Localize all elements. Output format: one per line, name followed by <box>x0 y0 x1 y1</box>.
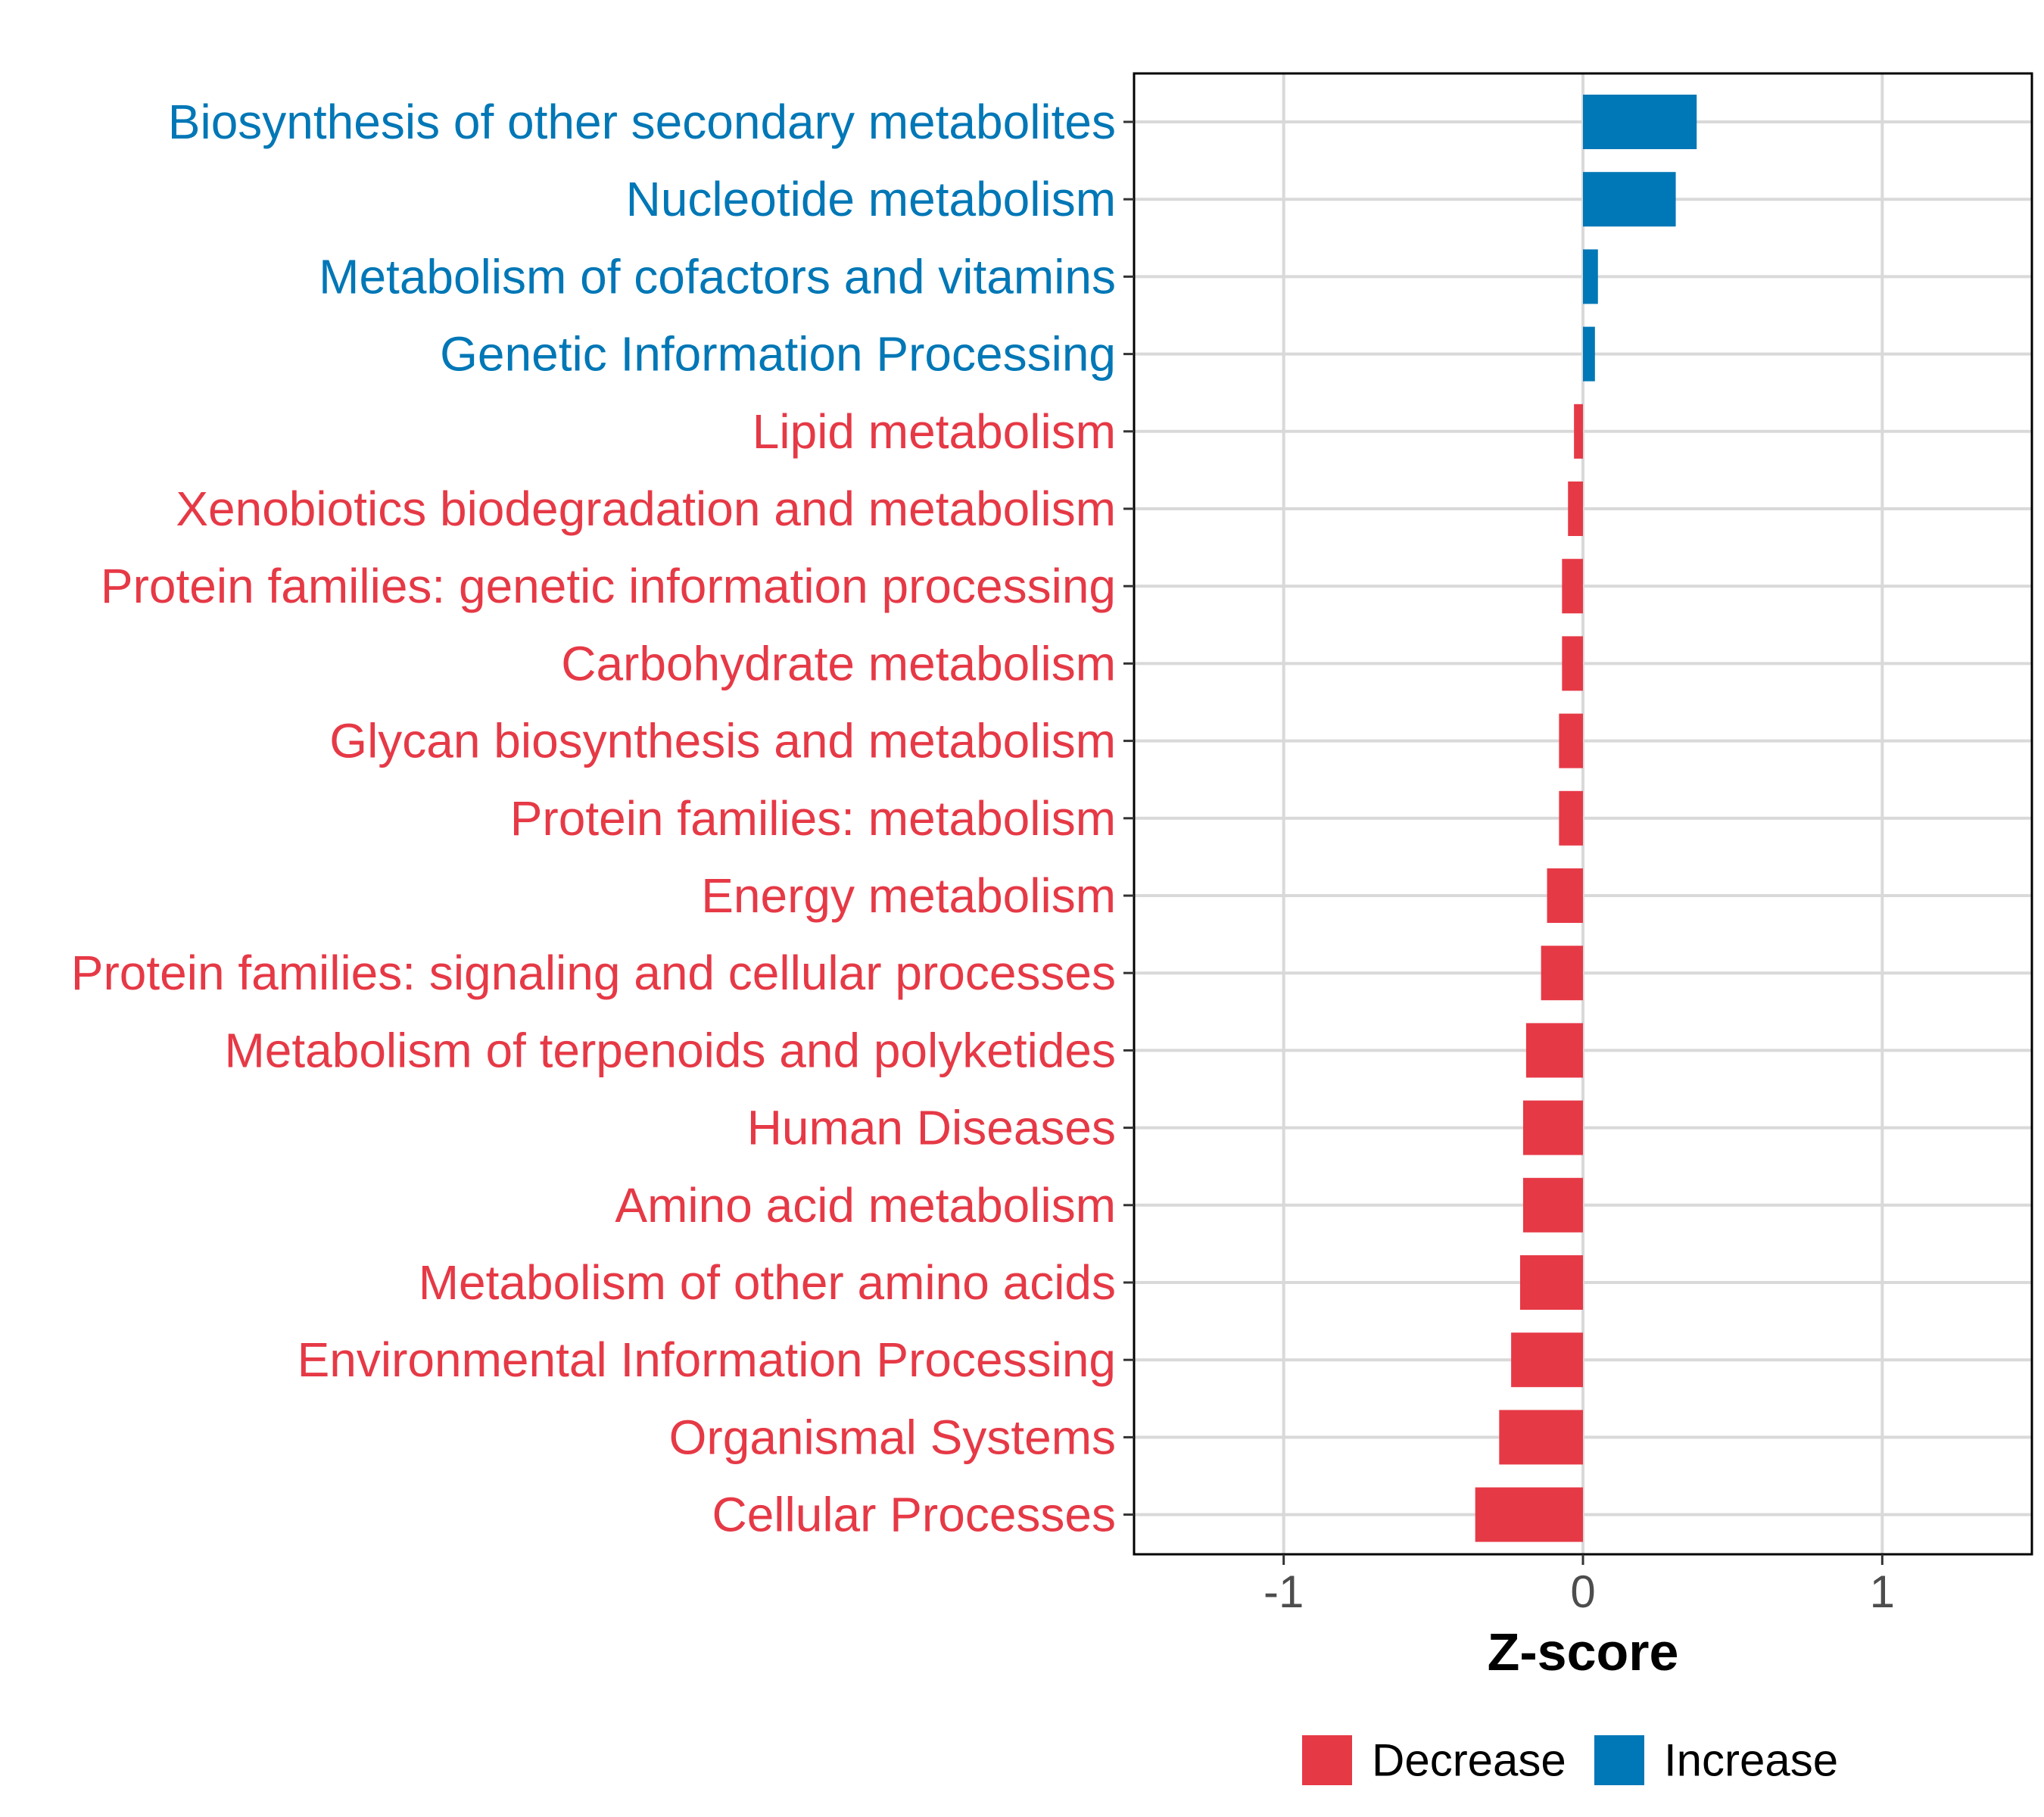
x-tick-label: 1 <box>1870 1566 1895 1617</box>
category-label: Energy metabolism <box>701 868 1116 923</box>
bar <box>1574 404 1583 459</box>
category-label: Biosynthesis of other secondary metaboli… <box>168 95 1116 149</box>
y-axis-ticks <box>1123 120 1134 1516</box>
category-label: Organismal Systems <box>669 1410 1116 1464</box>
bar <box>1583 172 1676 227</box>
bars <box>1475 95 1697 1542</box>
y-axis-labels: Biosynthesis of other secondary metaboli… <box>71 95 1116 1542</box>
legend: Decrease Increase <box>1302 1735 1838 1786</box>
category-label: Carbohydrate metabolism <box>561 636 1116 690</box>
legend-key <box>1594 1735 1644 1785</box>
bar <box>1499 1410 1583 1465</box>
category-label: Nucleotide metabolism <box>626 172 1116 226</box>
legend-label: Decrease <box>1372 1735 1566 1786</box>
bar <box>1568 482 1583 536</box>
bar <box>1519 1255 1583 1310</box>
x-axis-ticks: -1 0 1 <box>1263 1554 1895 1617</box>
legend-key <box>1302 1735 1352 1785</box>
category-label: Metabolism of other amino acids <box>419 1255 1116 1310</box>
bar <box>1522 1177 1583 1233</box>
category-label: Lipid metabolism <box>752 404 1116 459</box>
bar <box>1583 95 1697 149</box>
legend-label: Increase <box>1664 1735 1838 1786</box>
bar <box>1583 326 1595 382</box>
bar <box>1559 713 1583 768</box>
bar <box>1525 1023 1583 1078</box>
category-label: Protein families: metabolism <box>510 791 1116 846</box>
category-label: Amino acid metabolism <box>615 1178 1116 1233</box>
bar <box>1547 868 1583 923</box>
category-label: Protein families: signaling and cellular… <box>71 946 1116 1000</box>
bar <box>1475 1487 1583 1542</box>
bar <box>1562 559 1583 614</box>
category-label: Protein families: genetic information pr… <box>101 559 1116 613</box>
category-label: Xenobiotics biodegradation and metabolis… <box>176 482 1116 536</box>
bar <box>1559 790 1583 846</box>
x-axis-title: Z-score <box>1488 1622 1679 1681</box>
bar <box>1562 636 1583 691</box>
bar <box>1541 946 1583 1001</box>
x-tick-label: 0 <box>1570 1566 1595 1617</box>
category-label: Metabolism of terpenoids and polyketides <box>224 1023 1116 1077</box>
category-label: Glycan biosynthesis and metabolism <box>329 714 1116 768</box>
bar <box>1583 249 1598 304</box>
category-label: Human Diseases <box>747 1101 1116 1155</box>
category-label: Metabolism of cofactors and vitamins <box>319 249 1116 304</box>
category-label: Cellular Processes <box>712 1488 1116 1542</box>
bar <box>1522 1100 1583 1155</box>
x-tick-label: -1 <box>1263 1566 1304 1617</box>
bar <box>1511 1332 1583 1388</box>
category-label: Environmental Information Processing <box>298 1332 1116 1387</box>
category-label: Genetic Information Processing <box>440 327 1116 382</box>
